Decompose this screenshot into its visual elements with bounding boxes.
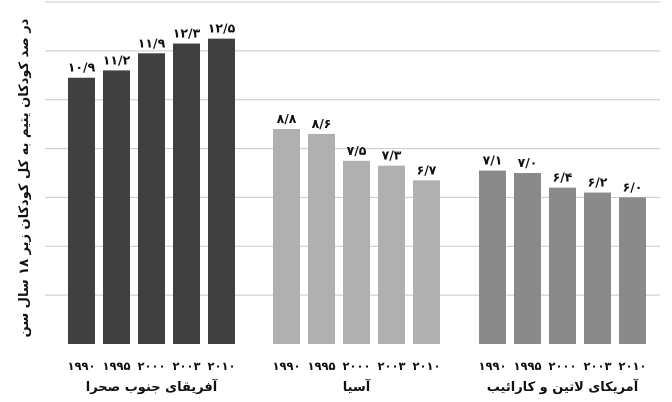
bar bbox=[173, 43, 200, 345]
bar bbox=[308, 133, 335, 344]
bar bbox=[378, 165, 405, 344]
bar-value-label: ۱۱/۲ bbox=[103, 52, 131, 67]
bar bbox=[479, 170, 506, 344]
x-tick-label: ۱۹۹۰ bbox=[478, 359, 506, 373]
bar bbox=[343, 160, 370, 344]
bar bbox=[413, 180, 440, 344]
x-tick-label: ۲۰۱۰ bbox=[412, 359, 440, 373]
x-tick-label: ۱۹۹۵ bbox=[307, 359, 335, 373]
bars bbox=[68, 38, 646, 345]
x-tick-label: ۲۰۰۰ bbox=[137, 359, 165, 373]
bar-value-label: ۱۱/۹ bbox=[138, 35, 166, 50]
bar-value-label: ۷/۰ bbox=[518, 155, 538, 170]
bar-value-label: ۱۲/۵ bbox=[208, 21, 236, 36]
x-tick-label: ۲۰۰۰ bbox=[342, 359, 370, 373]
bar bbox=[103, 70, 130, 345]
bar-value-label: ۶/۴ bbox=[553, 170, 573, 185]
bar bbox=[549, 187, 576, 344]
bar-value-label: ۷/۵ bbox=[347, 143, 367, 158]
group-label: آمریکای لاتین و کارائیب bbox=[487, 378, 639, 395]
x-tick-label: ۱۹۹۰ bbox=[67, 359, 95, 373]
x-tick-label: ۲۰۱۰ bbox=[618, 359, 646, 373]
x-tick-label: ۲۰۰۳ bbox=[377, 359, 405, 373]
bar bbox=[273, 129, 300, 344]
group-label: آفریقای جنوب صحرا bbox=[86, 378, 218, 395]
bar-value-label: ۶/۰ bbox=[623, 179, 643, 194]
bar-value-label: ۷/۳ bbox=[382, 148, 402, 163]
value-labels: ۱۰/۹ ۱۱/۲ ۱۱/۹ ۱۲/۳ ۱۲/۵ ۸/۸ ۸/۶ ۷/۵ ۷/۳ ۶/۷ ۷/۱ ۷/… bbox=[68, 21, 643, 195]
bar bbox=[619, 197, 646, 344]
x-tick-label: ۱۹۹۵ bbox=[513, 359, 541, 373]
bar bbox=[584, 192, 611, 344]
bar-value-label: ۶/۷ bbox=[417, 162, 437, 177]
group-labels: آفریقای جنوب صحرا آسیا آمریکای لاتین و کار… bbox=[86, 378, 639, 395]
x-tick-label: ۱۹۹۰ bbox=[272, 359, 300, 373]
x-tick-label: ۲۰۰۳ bbox=[583, 359, 611, 373]
bar-value-label: ۷/۱ bbox=[483, 153, 503, 168]
bar-value-label: ۸/۶ bbox=[312, 116, 332, 131]
y-axis-label: در صد کودکان یتیم به کل کودکان زیر ۱۸ سا… bbox=[17, 18, 32, 337]
x-tick-label: ۲۰۱۰ bbox=[207, 359, 235, 373]
group-label: آسیا bbox=[343, 378, 371, 395]
bar-value-label: ۱۲/۳ bbox=[173, 26, 201, 41]
x-tick-label: ۱۹۹۵ bbox=[102, 359, 130, 373]
x-tick-label: ۲۰۰۰ bbox=[548, 359, 576, 373]
bar bbox=[68, 77, 95, 344]
bar-value-label: ۶/۲ bbox=[588, 175, 608, 190]
bar bbox=[208, 38, 235, 345]
bar-value-label: ۱۰/۹ bbox=[68, 60, 96, 75]
bar-value-label: ۸/۸ bbox=[277, 111, 297, 126]
x-tick-label: ۲۰۰۳ bbox=[172, 359, 200, 373]
x-tick-labels: ۱۹۹۰ ۱۹۹۵ ۲۰۰۰ ۲۰۰۳ ۲۰۱۰ ۱۹۹۰ ۱۹۹۵ ۲۰۰۰ ۲۰۰۳ ۲۰۱۰… bbox=[67, 359, 646, 373]
bar bbox=[514, 173, 541, 344]
bar bbox=[138, 53, 165, 345]
